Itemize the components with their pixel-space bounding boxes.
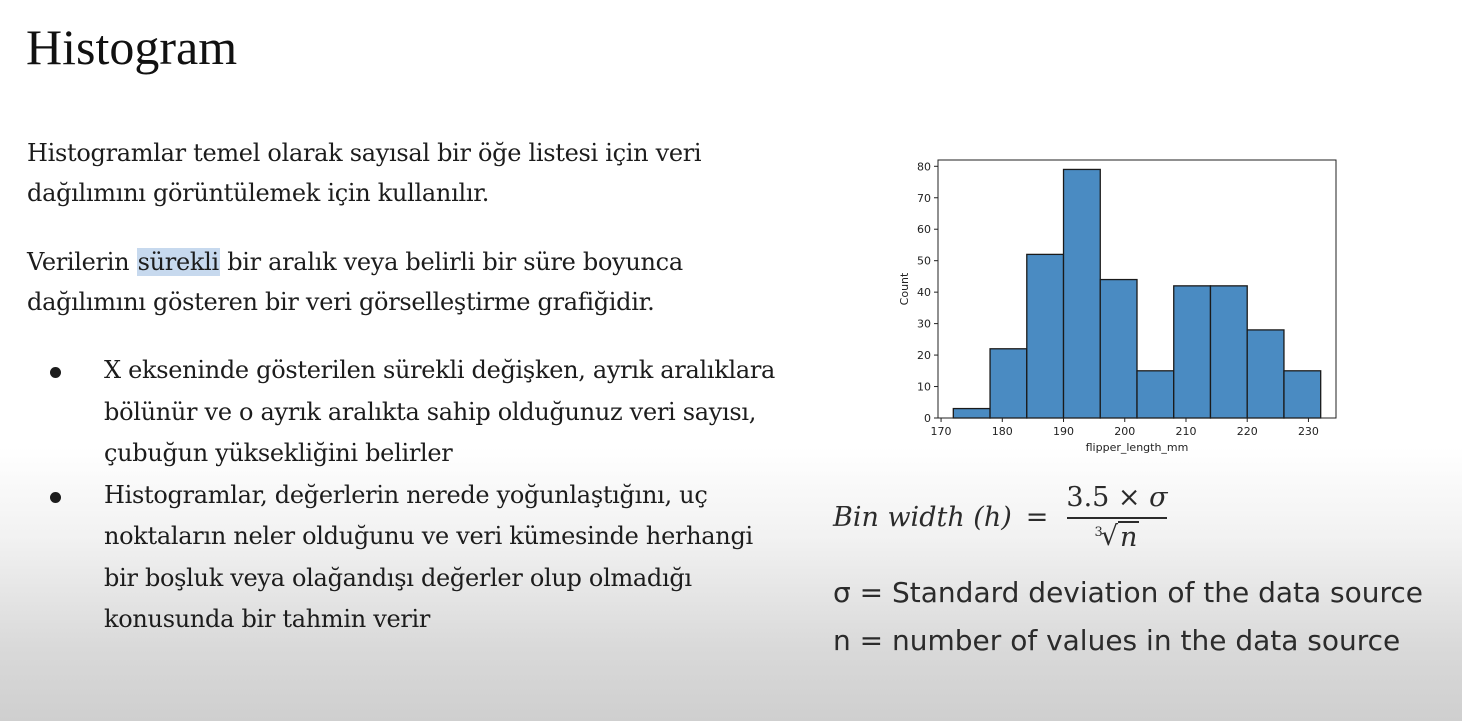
x-tick-label: 200 (1114, 425, 1135, 438)
histogram-bar (1136, 370, 1175, 419)
histogram-bar (1099, 278, 1138, 419)
numerator-sigma: σ (1149, 482, 1168, 513)
numerator-value: 3.5 × (1066, 482, 1150, 513)
plot-frame (937, 159, 1337, 419)
histogram-bar (952, 407, 991, 419)
y-tick-label: 50 (917, 255, 931, 268)
formula-denominator: 3 √ n (1095, 519, 1140, 553)
bullet-item: Histogramlar, değerlerin nerede yoğunlaş… (0, 475, 784, 641)
y-tick-label: 70 (917, 192, 931, 205)
y-tick-label: 20 (917, 349, 931, 362)
y-tick-label: 80 (917, 160, 931, 173)
formula-lhs: Bin width (h) (833, 502, 1012, 533)
bullet-text: X ekseninde gösterilen sürekli değişken,… (104, 356, 776, 467)
x-tick-label: 220 (1237, 425, 1258, 438)
definition-text-start: Verilerin (27, 248, 137, 276)
x-tick-label: 210 (1175, 425, 1196, 438)
x-tick-label: 170 (931, 425, 952, 438)
bullet-item: X ekseninde gösterilen sürekli değişken,… (0, 350, 784, 475)
histogram-bar (1026, 253, 1065, 419)
histogram-bar (1062, 168, 1101, 419)
denominator-n: n (1118, 521, 1140, 553)
y-tick-label: 0 (924, 412, 931, 425)
y-tick-label: 40 (917, 286, 931, 299)
formula-numerator: 3.5 × σ (1062, 482, 1171, 517)
histogram-bar (1209, 285, 1248, 419)
x-axis-label: flipper_length_mm (1086, 441, 1189, 454)
histogram-bar (989, 348, 1028, 419)
bullet-dot-icon (50, 367, 61, 378)
slide-title: Histogram (26, 19, 238, 75)
y-tick-label: 10 (917, 381, 931, 394)
sigma-definition: σ = Standard deviation of the data sourc… (833, 576, 1424, 609)
formula-fraction: 3.5 × σ 3 √ n (1062, 482, 1171, 553)
root-index: 3 (1094, 525, 1103, 540)
radical-icon: √ (1100, 521, 1119, 552)
y-axis-label: Count (898, 272, 911, 305)
fraction-bar (1066, 517, 1167, 519)
bin-width-formula: Bin width (h) = 3.5 × σ 3 √ n (833, 482, 1172, 553)
n-definition: n = number of values in the data source (833, 624, 1401, 657)
definition-text-end: bir aralık veya belirli bir süre boyunca… (27, 248, 683, 316)
definition-paragraph: Verilerin sürekli bir aralık veya belirl… (27, 242, 787, 322)
highlighted-word[interactable]: sürekli (136, 248, 220, 276)
bullet-list: X ekseninde gösterilen sürekli değişken,… (0, 350, 784, 641)
histogram-bar (1246, 329, 1285, 419)
intro-paragraph: Histogramlar temel olarak sayısal bir öğ… (27, 139, 702, 207)
x-tick-label: 180 (992, 425, 1013, 438)
bullet-text: Histogramlar, değerlerin nerede yoğunlaş… (104, 480, 753, 634)
histogram-bar (1283, 370, 1322, 419)
formula-equals: = (1025, 502, 1049, 533)
y-tick-label: 30 (917, 318, 931, 331)
x-tick-label: 230 (1298, 425, 1319, 438)
histogram-bar (1173, 285, 1212, 419)
y-tick-label: 60 (917, 223, 931, 236)
bullet-dot-icon (50, 491, 61, 503)
histogram-chart: 0 10 20 30 40 50 60 70 80 170 180 190 200 210 220 230 fl… (898, 159, 1337, 454)
x-tick-label: 190 (1053, 425, 1074, 438)
